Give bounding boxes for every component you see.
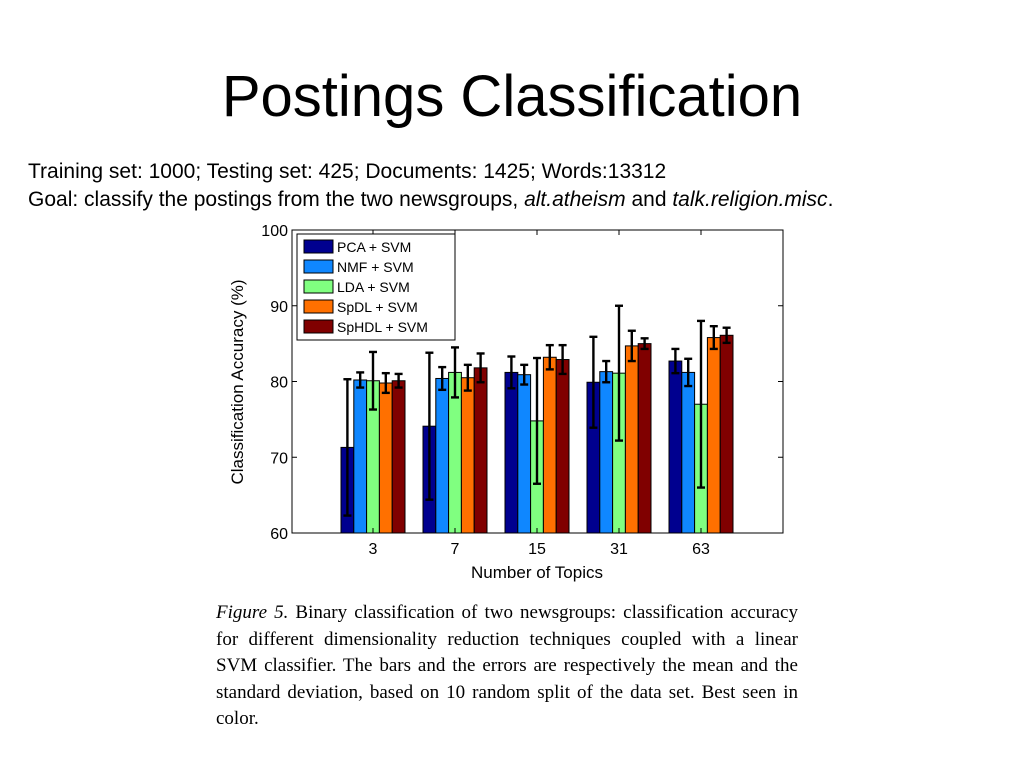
bar	[473, 367, 488, 534]
bar	[706, 337, 721, 534]
newsgroup-a: alt.atheism	[524, 188, 626, 211]
bar	[555, 359, 570, 534]
y-tick-label: 60	[270, 526, 288, 543]
goal-prefix: Goal: classify the postings from the two…	[28, 188, 525, 211]
bars-layer	[340, 304, 734, 534]
bar	[460, 377, 475, 534]
goal-and: and	[625, 188, 673, 211]
bar	[719, 334, 734, 534]
bar	[435, 377, 450, 534]
figure-label: Figure 5.	[216, 602, 289, 623]
axes-layer: 60 70 80 90 100 3 7 15 31 63	[261, 223, 783, 558]
y-tick-label: 80	[270, 375, 288, 392]
goal-end: .	[827, 188, 834, 211]
bar	[504, 371, 519, 534]
bar	[378, 382, 393, 534]
legend-swatch	[303, 239, 334, 254]
x-tick-label: 31	[610, 541, 628, 558]
legend-label: SpDL + SVM	[337, 299, 418, 315]
bar	[517, 374, 532, 534]
legend-label: SpHDL + SVM	[337, 319, 428, 335]
legend-swatch	[303, 259, 334, 274]
newsgroup-b: talk.religion.misc	[672, 188, 828, 211]
legend-swatch	[303, 279, 334, 294]
goal-info-line: Goal: classify the postings from the two…	[28, 186, 1018, 214]
x-tick-label: 15	[528, 541, 546, 558]
accuracy-bar-chart: 60 70 80 90 100 3 7 15 31 63 Classification Accur…	[228, 223, 784, 582]
y-tick-label: 100	[261, 223, 288, 240]
slide-title: Postings Classification	[221, 64, 803, 129]
y-tick-label: 90	[270, 299, 288, 316]
bar	[599, 371, 614, 534]
bar	[637, 343, 652, 534]
x-tick-label: 7	[451, 541, 460, 558]
bar	[668, 360, 683, 534]
y-tick-label: 70	[270, 450, 288, 467]
legend-label: LDA + SVM	[337, 279, 410, 295]
legend-label: PCA + SVM	[337, 239, 411, 255]
caption-text: Binary classification of two newsgroups:…	[216, 602, 798, 729]
x-tick-label: 63	[692, 541, 710, 558]
bar	[391, 380, 406, 534]
bar	[681, 371, 696, 534]
x-axis-label: Number of Topics	[471, 563, 603, 582]
legend: PCA + SVM NMF + SVM LDA + SVM SpDL + SVM SpH…	[296, 233, 456, 341]
legend-label: NMF + SVM	[337, 259, 414, 275]
dataset-info-line: Training set: 1000; Testing set: 425; Do…	[28, 160, 667, 183]
bar	[353, 379, 368, 534]
figure-caption: Figure 5. Binary classification of two n…	[216, 600, 798, 733]
bar	[542, 356, 557, 534]
legend-swatch	[303, 319, 334, 334]
x-tick-label: 3	[369, 541, 378, 558]
bar	[624, 345, 639, 534]
slide-info: Training set: 1000; Testing set: 425; Do…	[28, 158, 1018, 214]
legend-swatch	[303, 299, 334, 314]
y-axis-label: Classification Accuracy (%)	[228, 279, 247, 484]
